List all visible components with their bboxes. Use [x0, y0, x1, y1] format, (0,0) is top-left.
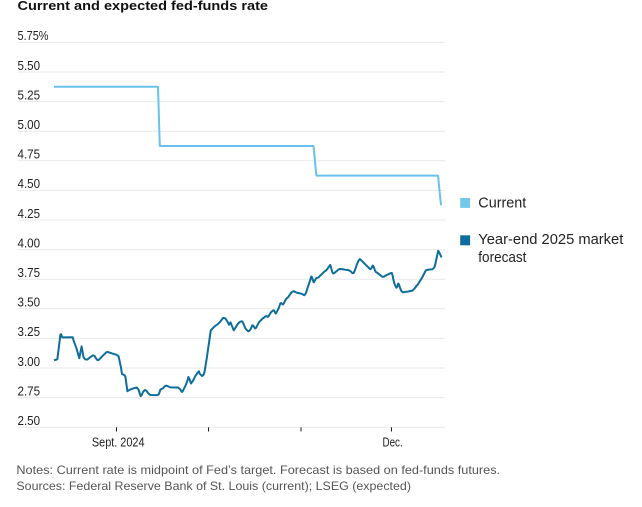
- svg-text:Current: Current: [478, 196, 526, 212]
- svg-text:3.25: 3.25: [18, 324, 41, 339]
- svg-text:5.50: 5.50: [18, 58, 41, 73]
- svg-text:2.50: 2.50: [18, 413, 41, 428]
- svg-text:2.75: 2.75: [18, 383, 41, 398]
- svg-text:forecast: forecast: [478, 250, 526, 266]
- svg-text:Year-end 2025 market: Year-end 2025 market: [478, 232, 623, 248]
- svg-text:4.00: 4.00: [18, 235, 41, 250]
- svg-text:4.25: 4.25: [18, 206, 41, 221]
- svg-text:3.00: 3.00: [18, 354, 41, 369]
- svg-text:4.50: 4.50: [18, 176, 41, 191]
- svg-text:Dec.: Dec.: [383, 434, 403, 449]
- svg-text:3.50: 3.50: [18, 295, 41, 310]
- svg-text:5.25: 5.25: [18, 87, 41, 102]
- svg-text:Current and expected fed-funds: Current and expected fed-funds rate: [18, 0, 269, 13]
- svg-text:Sources: Federal Reserve Bank: Sources: Federal Reserve Bank of St. Lou…: [16, 479, 411, 493]
- svg-text:4.75: 4.75: [18, 147, 41, 162]
- svg-text:Sept. 2024: Sept. 2024: [92, 434, 145, 449]
- svg-text:5.00: 5.00: [18, 117, 41, 132]
- svg-text:3.75: 3.75: [18, 265, 41, 280]
- svg-text:Notes: Current rate is midpoin: Notes: Current rate is midpoint of Fed’s…: [16, 463, 500, 477]
- svg-text:5.75%: 5.75%: [18, 28, 49, 43]
